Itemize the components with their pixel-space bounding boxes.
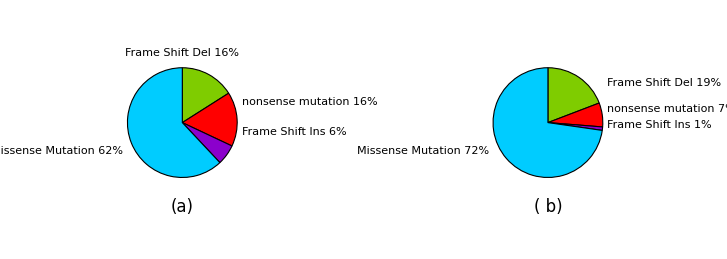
Wedge shape — [127, 68, 220, 177]
Text: nonsense mutation 7%: nonsense mutation 7% — [607, 104, 727, 114]
Wedge shape — [548, 68, 599, 123]
X-axis label: (a): (a) — [171, 198, 194, 216]
Wedge shape — [182, 123, 232, 163]
Wedge shape — [182, 68, 229, 123]
Text: nonsense mutation 16%: nonsense mutation 16% — [241, 97, 377, 107]
Text: Frame Shift Del 16%: Frame Shift Del 16% — [125, 48, 239, 58]
Wedge shape — [182, 93, 237, 146]
Wedge shape — [548, 123, 603, 131]
Text: Missense Mutation 62%: Missense Mutation 62% — [0, 146, 123, 156]
Text: Missense Mutation 72%: Missense Mutation 72% — [356, 146, 489, 156]
Text: Frame Shift Ins 6%: Frame Shift Ins 6% — [241, 127, 346, 138]
X-axis label: ( b): ( b) — [534, 198, 562, 216]
Wedge shape — [493, 68, 602, 177]
Text: Frame Shift Ins 1%: Frame Shift Ins 1% — [607, 120, 712, 130]
Text: Frame Shift Del 19%: Frame Shift Del 19% — [607, 78, 721, 88]
Wedge shape — [548, 103, 603, 127]
